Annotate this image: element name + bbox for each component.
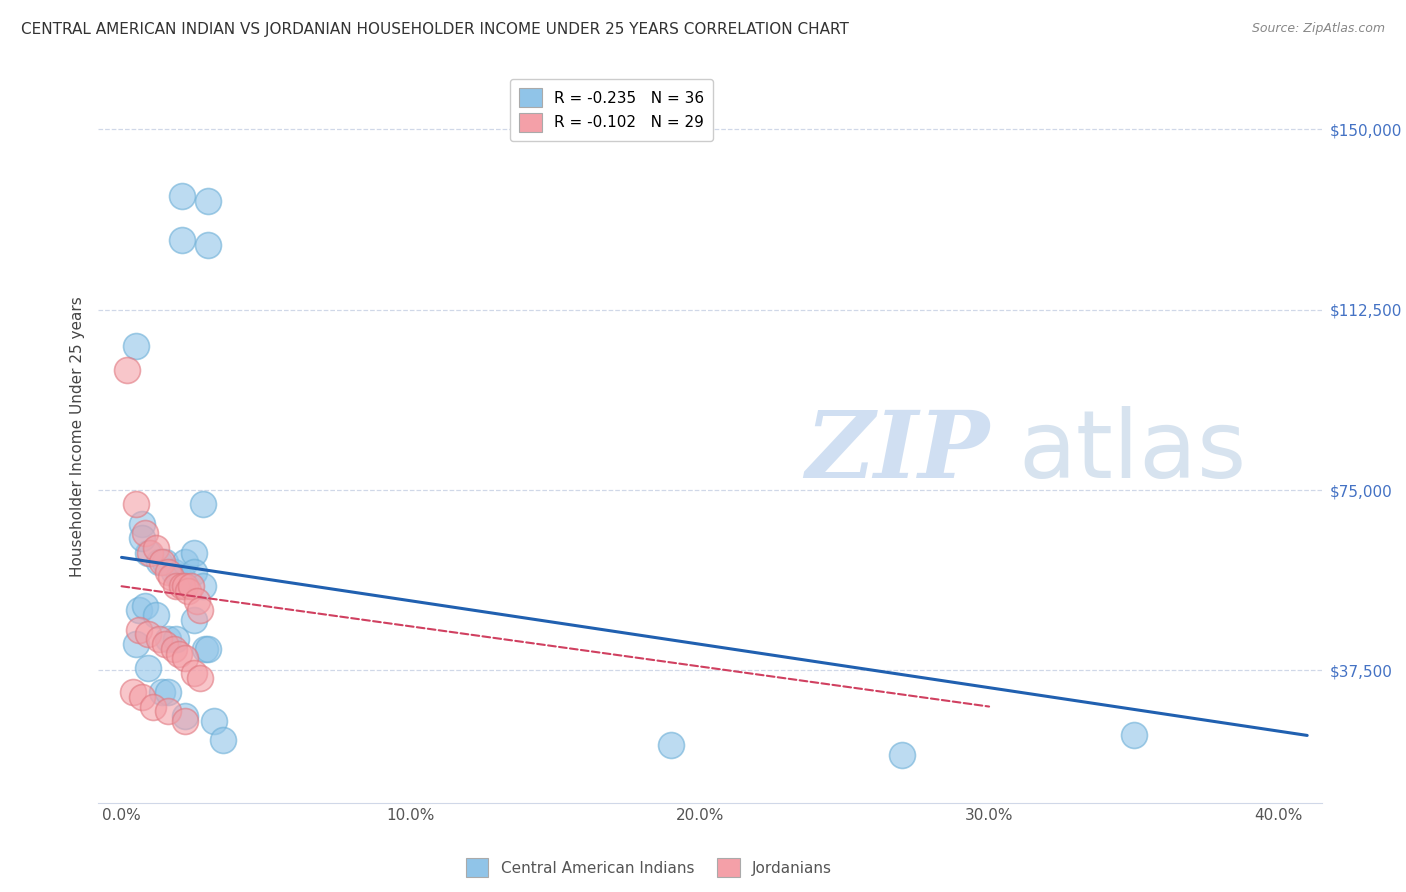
Point [191, 579, 214, 593]
Point [134, 526, 156, 541]
Y-axis label: Householder Income Under 25 years: Householder Income Under 25 years [70, 297, 86, 577]
Point [202, 714, 225, 728]
Point [128, 623, 150, 637]
Point [188, 603, 211, 617]
Point [211, 733, 233, 747]
Point [183, 665, 205, 680]
Point [156, 565, 179, 579]
Point [125, 637, 148, 651]
Point [183, 545, 205, 559]
Point [180, 579, 202, 593]
Point [156, 685, 179, 699]
Point [131, 531, 153, 545]
Point [148, 632, 170, 647]
Point [1122, 728, 1144, 742]
Point [142, 699, 165, 714]
Point [191, 498, 214, 512]
Point [156, 705, 179, 719]
Point [194, 641, 217, 656]
Point [183, 613, 205, 627]
Point [131, 690, 153, 704]
Text: Source: ZipAtlas.com: Source: ZipAtlas.com [1251, 22, 1385, 36]
Point [136, 545, 159, 559]
Point [153, 637, 176, 651]
Point [166, 579, 188, 593]
Point [172, 233, 194, 247]
Point [174, 714, 197, 728]
Point [197, 237, 219, 252]
Legend: Central American Indians, Jordanians: Central American Indians, Jordanians [460, 852, 838, 883]
Point [156, 632, 179, 647]
Point [136, 627, 159, 641]
Point [169, 569, 191, 583]
Point [162, 565, 184, 579]
Point [183, 565, 205, 579]
Point [139, 545, 162, 559]
Point [166, 632, 188, 647]
Point [174, 709, 197, 723]
Point [197, 641, 219, 656]
Point [125, 498, 148, 512]
Point [122, 685, 145, 699]
Point [174, 555, 197, 569]
Text: CENTRAL AMERICAN INDIAN VS JORDANIAN HOUSEHOLDER INCOME UNDER 25 YEARS CORRELATI: CENTRAL AMERICAN INDIAN VS JORDANIAN HOU… [21, 22, 849, 37]
Point [162, 641, 184, 656]
Point [172, 189, 194, 203]
Point [659, 738, 682, 752]
Point [159, 569, 181, 583]
Point [145, 608, 167, 623]
Point [136, 661, 159, 675]
Point [148, 555, 170, 569]
Point [117, 362, 139, 376]
Point [134, 599, 156, 613]
Point [177, 584, 200, 599]
Point [891, 747, 914, 762]
Point [150, 555, 173, 569]
Point [172, 569, 194, 583]
Point [186, 593, 208, 607]
Point [153, 555, 176, 569]
Text: atlas: atlas [1018, 406, 1246, 498]
Point [174, 579, 197, 593]
Point [169, 647, 191, 661]
Point [145, 541, 167, 555]
Point [174, 651, 197, 665]
Text: ZIP: ZIP [804, 407, 988, 497]
Point [188, 671, 211, 685]
Point [131, 516, 153, 531]
Point [150, 685, 173, 699]
Point [125, 338, 148, 352]
Point [197, 194, 219, 209]
Point [128, 603, 150, 617]
Point [172, 579, 194, 593]
